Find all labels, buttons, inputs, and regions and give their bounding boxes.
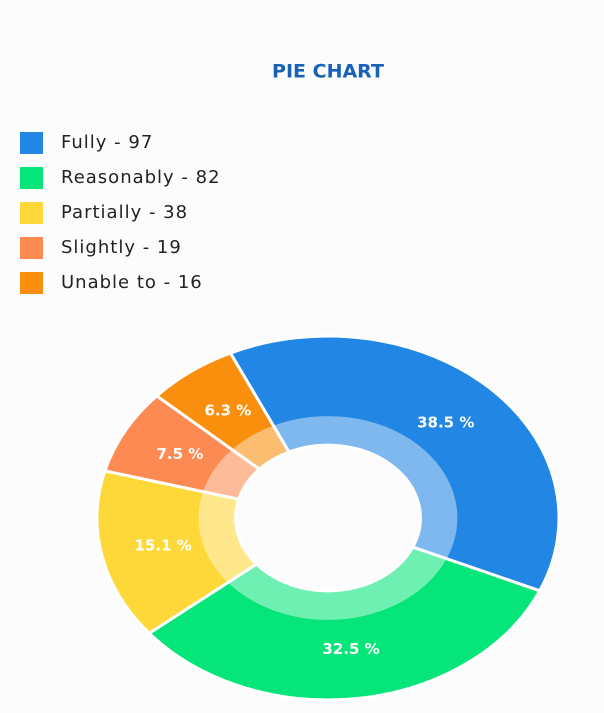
legend-label: Unable to - 16 bbox=[61, 272, 203, 293]
inner-ring bbox=[273, 416, 458, 559]
pie-slice bbox=[146, 545, 542, 702]
legend-label: Reasonably - 82 bbox=[61, 167, 221, 188]
value-label: 7.5 % bbox=[156, 445, 203, 463]
inner-ring bbox=[232, 425, 289, 470]
legend-swatch bbox=[20, 272, 43, 294]
pie-slice bbox=[95, 469, 259, 636]
legend-label: Partially - 38 bbox=[61, 202, 188, 223]
pie-slice bbox=[154, 351, 292, 472]
legend-swatch bbox=[20, 237, 43, 259]
value-label: 6.3 % bbox=[204, 402, 251, 420]
inner-ring bbox=[198, 491, 257, 583]
inner-ring bbox=[227, 547, 447, 620]
value-label: 32.5 % bbox=[322, 640, 379, 658]
chart-title: PIE CHART bbox=[272, 61, 384, 83]
legend-swatch bbox=[20, 132, 43, 154]
pie-slice bbox=[228, 334, 561, 593]
value-label: 38.5 % bbox=[417, 413, 474, 431]
legend-swatch bbox=[20, 202, 43, 224]
legend-swatch bbox=[20, 167, 43, 189]
legend-label: Fully - 97 bbox=[61, 132, 153, 153]
legend-label: Slightly - 19 bbox=[61, 237, 182, 258]
inner-ring bbox=[203, 449, 260, 500]
value-label: 15.1 % bbox=[135, 536, 192, 554]
